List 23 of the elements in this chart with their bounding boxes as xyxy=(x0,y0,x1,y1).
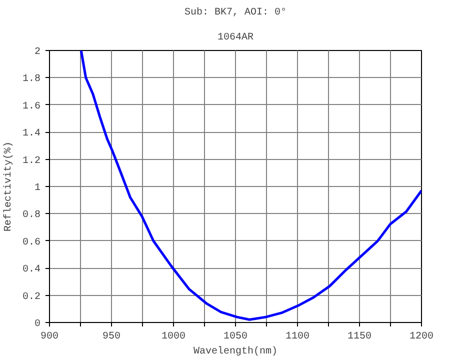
line-series xyxy=(80,50,422,321)
x-tick-label: 1150 xyxy=(348,332,372,342)
y-tick-label: 1.8 xyxy=(22,74,41,86)
x-tick-label: 1100 xyxy=(286,332,310,342)
y-axis-title: Reflectivity(%) xyxy=(2,141,14,232)
x-tick-label: 900 xyxy=(40,332,59,342)
x-tick-label: 1000 xyxy=(162,332,186,342)
y-tick-label: 0.8 xyxy=(22,210,41,222)
y-tick-label: 0.2 xyxy=(22,292,41,303)
x-tick-label: 1200 xyxy=(410,332,434,342)
y-tick-label: 2 xyxy=(34,47,41,58)
y-tick-label: 1 xyxy=(34,183,41,194)
y-tick-label: 0 xyxy=(34,319,41,330)
chart-subtitle: 1064AR xyxy=(217,32,254,44)
y-tick-label: 0.6 xyxy=(22,237,41,248)
y-tick-label: 1.6 xyxy=(22,101,41,112)
x-axis-title: Wavelength(nm) xyxy=(193,346,278,358)
y-tick-label: 1.2 xyxy=(22,156,41,167)
chart-title: Sub: BK7, AOI: 0° xyxy=(184,6,287,18)
x-tick-label: 1050 xyxy=(224,332,248,342)
x-tick-label: 950 xyxy=(102,332,121,342)
y-tick-label: 0.4 xyxy=(22,264,41,276)
y-tick-label: 1.4 xyxy=(22,128,41,140)
